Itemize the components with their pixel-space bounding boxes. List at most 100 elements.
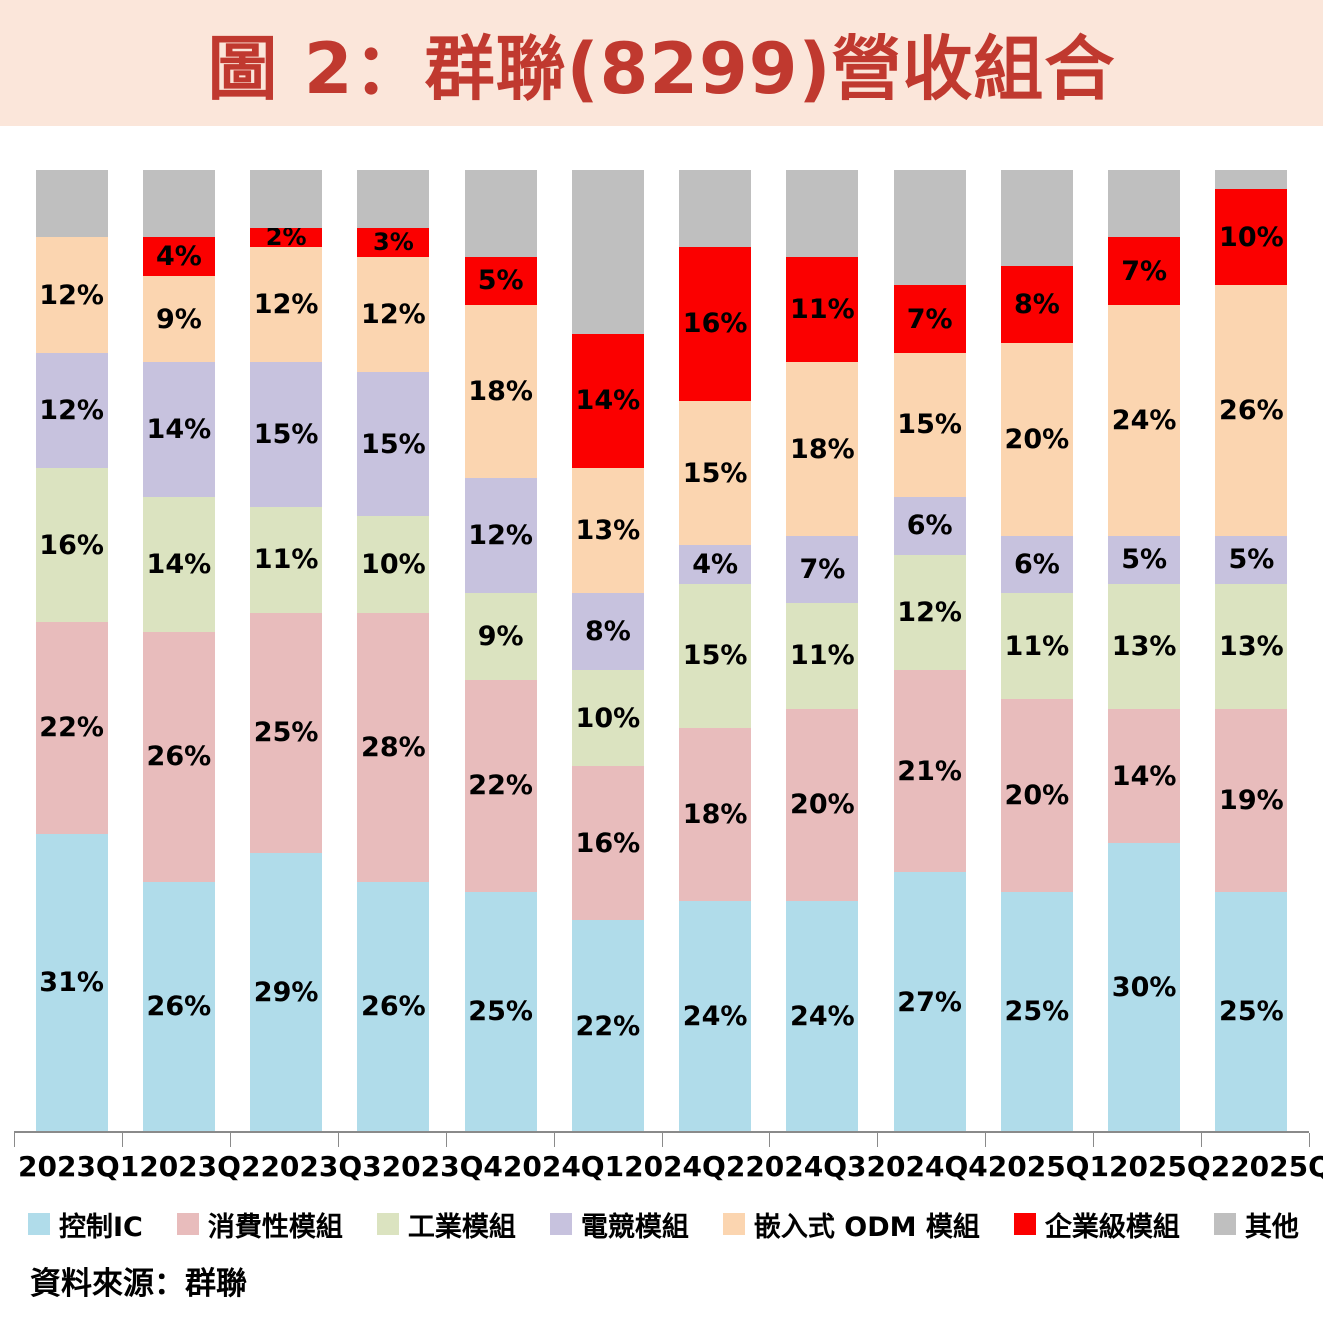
bar-segment[interactable]: 29% (250, 853, 323, 1132)
bar-segment[interactable]: 22% (35, 622, 108, 834)
bar-segment[interactable]: 12% (464, 477, 537, 594)
bar-segment[interactable]: 4% (142, 237, 215, 276)
bar-segment[interactable]: 14% (142, 497, 215, 632)
bar-segment[interactable]: 26% (142, 631, 215, 882)
bar-segment[interactable]: 15% (893, 352, 966, 498)
bar-segment[interactable]: 26% (357, 881, 430, 1132)
stacked-bar[interactable]: 25% 19% 13% 5% 26% 10% (1215, 170, 1288, 1132)
bar-segment[interactable]: 25% (250, 612, 323, 854)
bar-segment[interactable]: 10% (357, 516, 430, 613)
bar-segment[interactable]: 20% (1000, 343, 1073, 536)
bar-segment[interactable] (357, 170, 430, 228)
legend-item-4[interactable]: 嵌入式 ODM 模組 (722, 1205, 980, 1244)
bar-segment[interactable]: 5% (464, 256, 537, 305)
bar-segment[interactable]: 11% (250, 506, 323, 613)
legend-item-0[interactable]: 控制IC (28, 1205, 143, 1244)
stacked-bar[interactable]: 22% 16% 10% 8% 13% 14% (571, 170, 644, 1132)
bar-segment[interactable]: 28% (357, 612, 430, 882)
bar-segment[interactable]: 22% (464, 679, 537, 892)
bar-segment[interactable] (679, 170, 752, 247)
bar-segment[interactable]: 15% (250, 362, 323, 507)
bar-segment[interactable]: 7% (786, 535, 859, 603)
bar-segment[interactable]: 12% (250, 246, 323, 363)
bar-segment[interactable]: 26% (1215, 285, 1288, 536)
bar-segment[interactable]: 24% (1108, 304, 1181, 536)
bar-segment[interactable]: 12% (35, 352, 108, 469)
bar-segment[interactable]: 15% (357, 372, 430, 517)
stacked-bar[interactable]: 27% 21% 12% 6% 15% 7% (893, 170, 966, 1132)
stacked-bar[interactable]: 24% 20% 11% 7% 18% 11% (786, 170, 859, 1132)
stacked-bar[interactable]: 29% 25% 11% 15% 12% 2% (250, 170, 323, 1132)
bar-segment[interactable]: 19% (1215, 708, 1288, 892)
bar-segment[interactable]: 6% (893, 497, 966, 555)
bar-segment[interactable] (1108, 170, 1181, 238)
bar-segment[interactable]: 20% (1000, 699, 1073, 892)
stacked-bar[interactable]: 31% 22% 16% 12% 12% (35, 170, 108, 1132)
stacked-bar[interactable]: 25% 20% 11% 6% 20% 8% (1000, 170, 1073, 1132)
bar-segment[interactable]: 10% (1215, 189, 1288, 286)
bar-segment[interactable]: 13% (571, 468, 644, 594)
bar-segment[interactable]: 10% (571, 670, 644, 767)
bar-segment[interactable] (893, 170, 966, 286)
bar-segment[interactable]: 8% (571, 593, 644, 671)
bar-segment[interactable]: 15% (679, 583, 752, 728)
bar-segment[interactable]: 5% (1108, 535, 1181, 584)
bar-segment[interactable]: 18% (679, 727, 752, 902)
bar-segment[interactable] (35, 170, 108, 238)
legend-item-3[interactable]: 電競模組 (549, 1205, 689, 1244)
bar-segment[interactable]: 20% (786, 708, 859, 902)
bar-segment[interactable]: 13% (1108, 583, 1181, 709)
bar-segment[interactable]: 9% (142, 275, 215, 363)
stacked-bar[interactable]: 24% 18% 15% 4% 15% 16% (679, 170, 752, 1132)
bar-segment[interactable]: 25% (464, 891, 537, 1132)
bar-segment[interactable]: 8% (1000, 266, 1073, 344)
bar-segment[interactable]: 14% (142, 362, 215, 498)
bar-segment[interactable]: 2% (250, 227, 323, 247)
bar-segment[interactable]: 26% (142, 881, 215, 1132)
bar-segment[interactable]: 24% (786, 901, 859, 1132)
stacked-bar[interactable]: 25% 22% 9% 12% 18% 5% (464, 170, 537, 1132)
bar-segment[interactable]: 14% (571, 333, 644, 469)
stacked-bar[interactable]: 26% 26% 14% 14% 9% 4% (142, 170, 215, 1132)
bar-segment[interactable] (786, 170, 859, 257)
bar-segment[interactable]: 16% (35, 468, 108, 623)
bar-segment[interactable] (464, 170, 537, 257)
bar-segment[interactable]: 18% (786, 362, 859, 536)
bar-segment[interactable]: 21% (893, 670, 966, 873)
bar-segment[interactable]: 12% (357, 256, 430, 373)
bar-segment[interactable]: 30% (1108, 843, 1181, 1132)
bar-segment[interactable]: 7% (893, 285, 966, 353)
bar-segment[interactable]: 14% (1108, 708, 1181, 844)
legend-item-1[interactable]: 消費性模組 (176, 1205, 343, 1244)
bar-segment[interactable]: 11% (786, 256, 859, 363)
bar-segment[interactable]: 9% (464, 593, 537, 680)
bar-segment[interactable] (1215, 170, 1288, 190)
legend-item-2[interactable]: 工業模組 (376, 1205, 516, 1244)
bar-segment[interactable] (142, 170, 215, 238)
bar-segment[interactable]: 13% (1215, 583, 1288, 709)
bar-segment[interactable] (250, 170, 323, 228)
bar-segment[interactable]: 3% (357, 227, 430, 257)
bar-segment[interactable]: 6% (1000, 535, 1073, 594)
bar-segment[interactable] (571, 170, 644, 334)
bar-segment[interactable]: 11% (786, 602, 859, 709)
bar-segment[interactable] (1000, 170, 1073, 267)
bar-segment[interactable]: 18% (464, 304, 537, 478)
bar-segment[interactable]: 15% (679, 400, 752, 546)
bar-segment[interactable]: 16% (679, 247, 752, 401)
bar-segment[interactable]: 11% (1000, 593, 1073, 700)
bar-segment[interactable]: 22% (571, 920, 644, 1132)
bar-segment[interactable]: 31% (35, 833, 108, 1132)
bar-segment[interactable]: 12% (35, 237, 108, 353)
bar-segment[interactable]: 7% (1108, 237, 1181, 305)
bar-segment[interactable]: 4% (679, 545, 752, 584)
bar-segment[interactable]: 5% (1215, 535, 1288, 584)
bar-segment[interactable]: 27% (893, 872, 966, 1132)
stacked-bar[interactable]: 26% 28% 10% 15% 12% 3% (357, 170, 430, 1132)
bar-segment[interactable]: 25% (1215, 891, 1288, 1132)
stacked-bar[interactable]: 30% 14% 13% 5% 24% 7% (1108, 170, 1181, 1132)
legend-item-5[interactable]: 企業級模組 (1013, 1205, 1180, 1244)
legend-item-6[interactable]: 其他 (1213, 1205, 1299, 1244)
bar-segment[interactable]: 25% (1000, 891, 1073, 1132)
bar-segment[interactable]: 12% (893, 554, 966, 671)
